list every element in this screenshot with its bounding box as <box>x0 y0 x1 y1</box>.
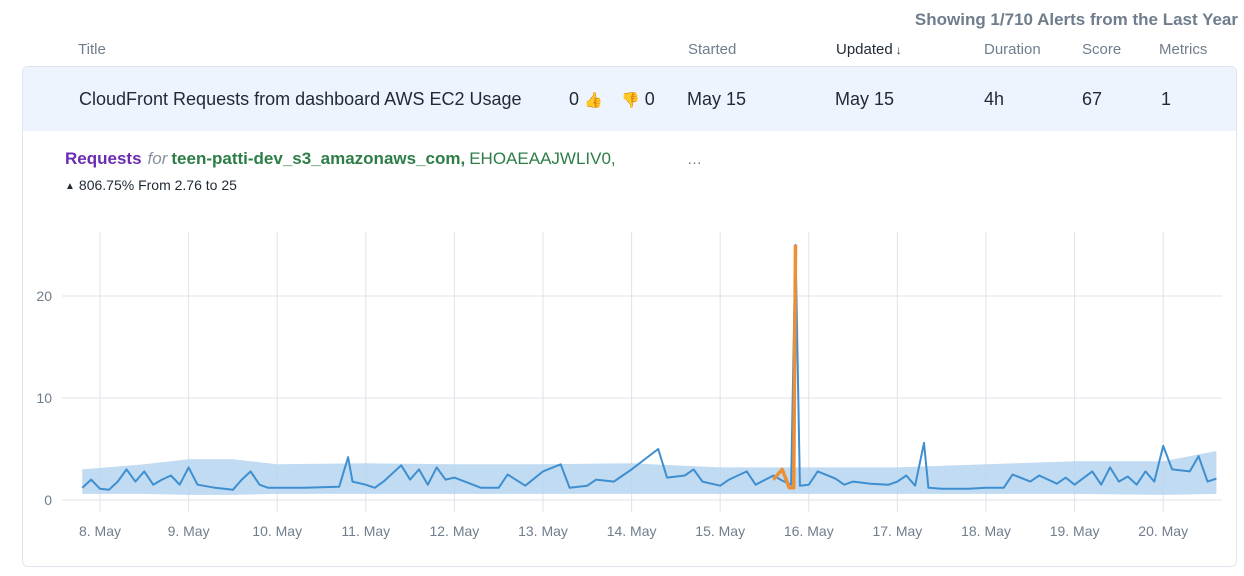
y-tick-label: 0 <box>44 492 52 508</box>
arrow-down-icon: ↓ <box>895 43 902 57</box>
column-header-duration[interactable]: Duration <box>984 41 1041 58</box>
metric-name[interactable]: Requests <box>65 149 142 168</box>
alert-row[interactable]: CloudFront Requests from dashboard AWS E… <box>23 67 1236 131</box>
metric-series-line <box>81 244 1217 491</box>
x-tick-label: 8. May <box>79 523 121 539</box>
triangle-up-icon: ▲ <box>65 181 75 192</box>
downvote-button[interactable]: 👎 0 <box>621 89 655 110</box>
x-tick-label: 13. May <box>518 523 568 539</box>
alert-started: May 15 <box>687 89 747 109</box>
column-header-updated[interactable]: Updated ↓ <box>836 41 902 58</box>
change-summary: ▲ 806.75% From 2.76 to 25 <box>65 177 237 193</box>
column-header-title[interactable]: Title <box>78 41 106 58</box>
change-text: 806.75% From 2.76 to 25 <box>78 177 237 193</box>
x-tick-label: 17. May <box>872 523 922 539</box>
x-tick-label: 14. May <box>607 523 657 539</box>
y-tick-label: 10 <box>36 390 52 406</box>
x-tick-label: 20. May <box>1138 523 1188 539</box>
x-tick-label: 18. May <box>961 523 1011 539</box>
x-tick-label: 9. May <box>168 523 210 539</box>
metric-legend: Requests for teen-patti-dev_s3_amazonaws_c… <box>65 149 616 169</box>
column-header-metrics[interactable]: Metrics <box>1159 41 1208 58</box>
upvote-count: 0 <box>569 89 580 109</box>
thumbs-down-icon: 👎 <box>621 92 640 109</box>
dimension-primary: teen-patti-dev_s3_amazonaws_com, <box>171 149 466 168</box>
upvote-button[interactable]: 0 👍 <box>569 89 603 110</box>
column-header-updated-label: Updated <box>836 41 893 58</box>
x-tick-label: 15. May <box>695 523 745 539</box>
column-header-score[interactable]: Score <box>1082 41 1122 58</box>
alert-updated: May 15 <box>835 89 895 109</box>
for-label: for <box>147 149 168 168</box>
downvote-count: 0 <box>644 89 655 109</box>
column-header-started[interactable]: Started <box>688 41 737 58</box>
alert-title[interactable]: CloudFront Requests from dashboard AWS E… <box>79 89 522 109</box>
x-tick-label: 19. May <box>1050 523 1100 539</box>
dimension-secondary: EHOAEAAJWLIV0, <box>469 149 616 168</box>
x-tick-label: 12. May <box>429 523 479 539</box>
alert-metrics: 1 <box>1161 89 1172 109</box>
alert-score: 67 <box>1082 89 1103 109</box>
anomaly-series-line <box>772 244 798 490</box>
x-tick-label: 10. May <box>252 523 302 539</box>
alert-count-summary: Showing 1/710 Alerts from the Last Year <box>914 10 1238 29</box>
x-tick-label: 16. May <box>784 523 834 539</box>
x-tick-label: 11. May <box>341 523 390 539</box>
more-dimensions[interactable]: … <box>687 151 702 168</box>
y-tick-label: 20 <box>36 288 52 304</box>
alert-duration: 4h <box>984 89 1005 109</box>
thumbs-up-icon: 👍 <box>584 92 603 109</box>
